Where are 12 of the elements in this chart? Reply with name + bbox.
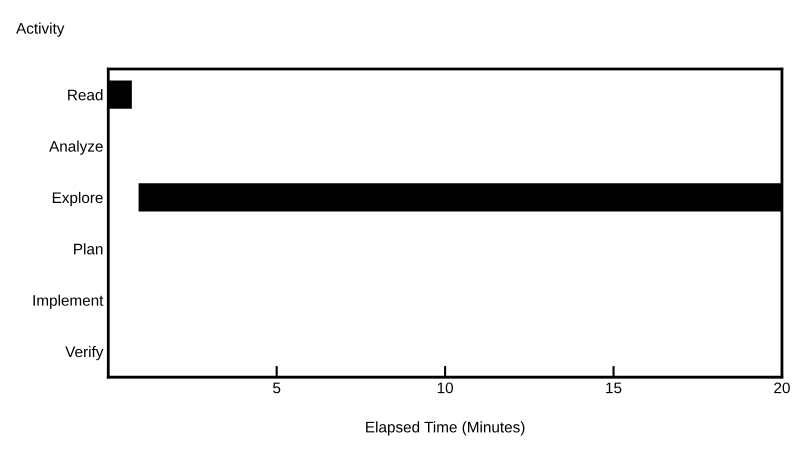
y-tick-label: Analyze: [49, 140, 103, 155]
y-tick-label: Verify: [65, 346, 104, 360]
x-tick-label: 10: [438, 382, 454, 394]
y-tick-label: Implement: [34, 294, 104, 309]
x-tick-label: 15: [606, 382, 622, 394]
y-tick-label: Read: [68, 89, 102, 100]
x-tick-label: 5: [273, 382, 280, 394]
x-tick-label: 20: [774, 382, 790, 394]
y-tick-label: Explore: [52, 192, 103, 206]
x-axis-title: Elapsed Time (Minutes): [366, 421, 524, 436]
y-axis-title: Activity: [16, 22, 64, 37]
y-tick-label: Plan: [74, 243, 102, 254]
